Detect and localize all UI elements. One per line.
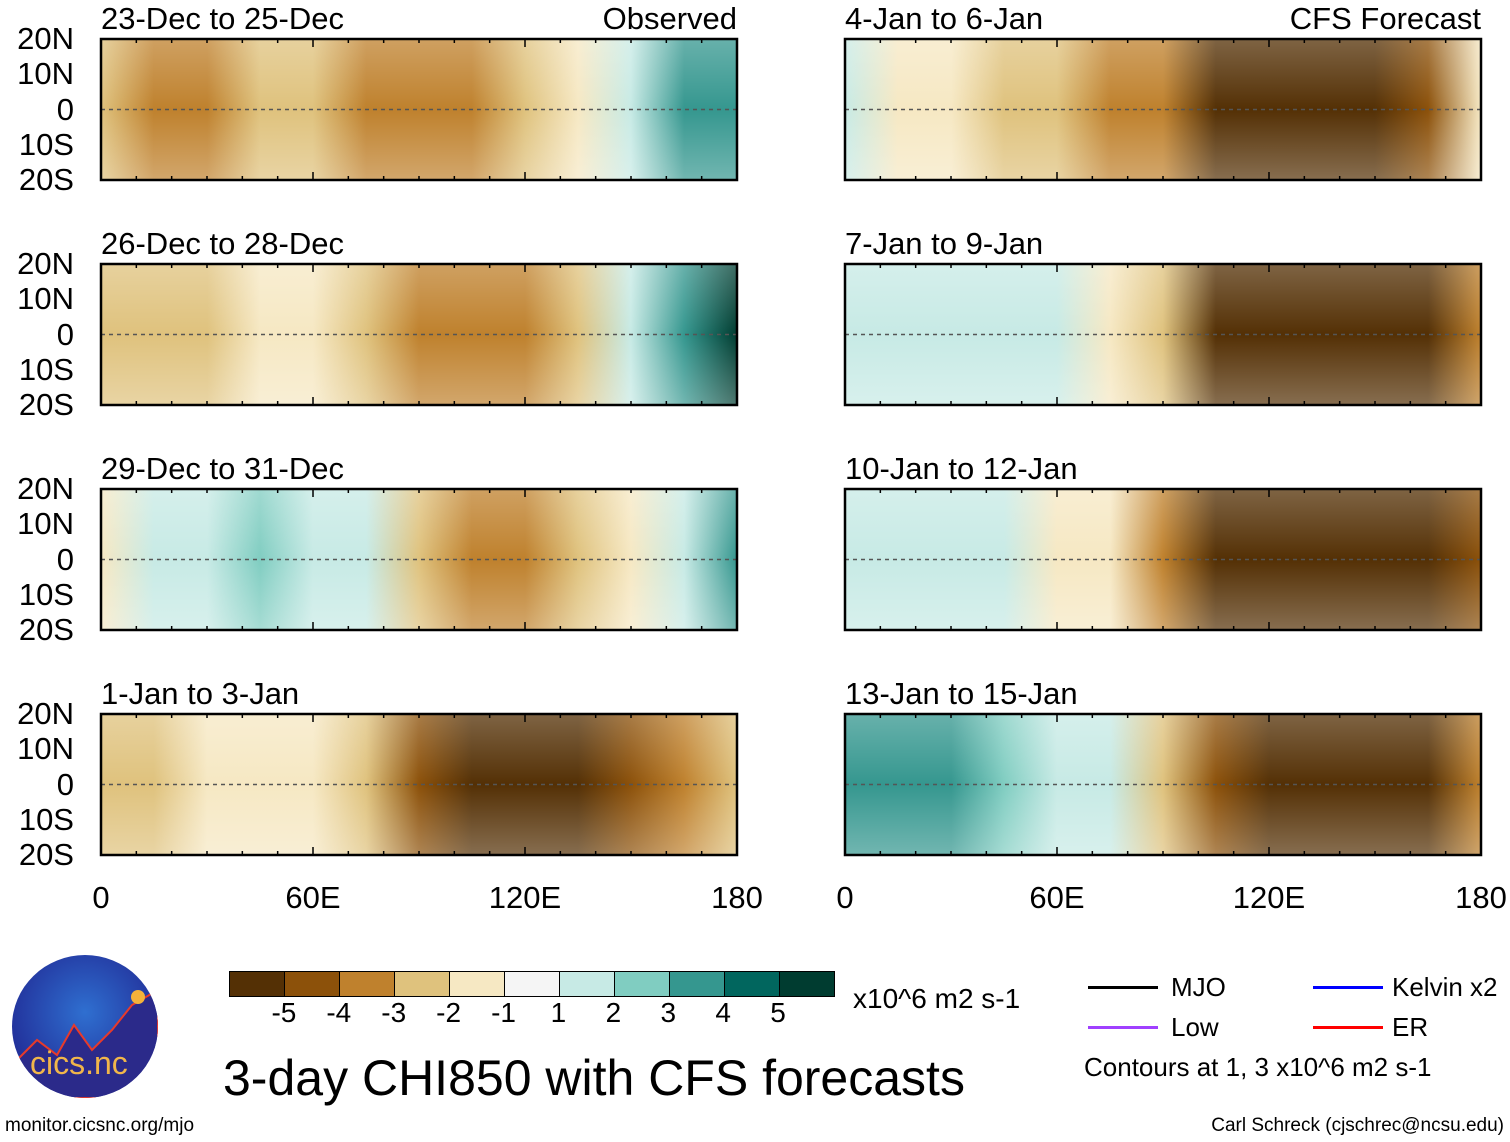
legend-label-er: ER — [1392, 1012, 1429, 1042]
map-panel — [843, 262, 1483, 407]
lat-label: 0 — [56, 316, 74, 352]
colorbar-tick: 4 — [715, 997, 731, 1028]
colorbar-swatch — [504, 972, 559, 996]
colorbar-tick: 3 — [660, 997, 677, 1028]
colorbar-swatch — [724, 972, 779, 996]
lat-label: 10N — [17, 506, 74, 542]
lat-label: 20S — [18, 612, 74, 647]
lon-label: 180 — [1455, 880, 1507, 915]
lon-label: 120E — [1232, 880, 1306, 915]
lon-label: 0 — [92, 880, 110, 915]
lat-label: 10N — [17, 281, 74, 317]
colorbar-tick: -5 — [271, 997, 297, 1028]
colorbar-swatch — [449, 972, 504, 996]
lon-label: 180 — [711, 880, 763, 915]
panel-title: 23-Dec to 25-Dec — [101, 1, 344, 36]
legend-label-kelvin: Kelvin x2 — [1392, 972, 1498, 1002]
lat-label: 0 — [56, 91, 74, 127]
panel-title: 10-Jan to 12-Jan — [845, 451, 1078, 486]
lat-label: 20N — [17, 21, 74, 56]
panel-title: 1-Jan to 3-Jan — [101, 676, 300, 711]
legend-line-er — [1313, 1026, 1383, 1029]
lat-label: 10S — [18, 351, 74, 387]
lat-label: 10S — [18, 576, 74, 612]
map-panel — [843, 712, 1483, 857]
lon-label: 120E — [488, 880, 562, 915]
lon-label: 60E — [1029, 880, 1085, 915]
colorbar-swatch — [614, 972, 669, 996]
lon-label: 0 — [836, 880, 854, 915]
lat-label: 10N — [17, 56, 74, 92]
map-panel — [99, 262, 739, 407]
lat-label: 10N — [17, 731, 74, 767]
map-panel — [99, 487, 739, 632]
figure-title: 3-day CHI850 with CFS forecasts — [223, 1050, 965, 1106]
lat-label: 20N — [17, 471, 74, 506]
lon-label: 60E — [285, 880, 341, 915]
colorbar-swatch — [559, 972, 614, 996]
colorbar-units: x10^6 m2 s-1 — [853, 983, 1021, 1014]
cics-logo: cics.nc — [12, 955, 158, 1098]
lat-label: 20S — [18, 387, 74, 422]
legend-line-kelvin — [1313, 986, 1383, 989]
map-panel — [843, 37, 1483, 182]
panel-title: 13-Jan to 15-Jan — [845, 676, 1078, 711]
panel-title: 4-Jan to 6-Jan — [845, 1, 1044, 36]
colorbar-tick: 1 — [550, 997, 567, 1028]
legend-label-mjo: MJO — [1171, 972, 1226, 1002]
colorbar-tick: 5 — [770, 997, 786, 1028]
colorbar-tick: 2 — [605, 997, 622, 1028]
panel-header-left: Observed — [602, 1, 737, 36]
colorbar-swatch — [284, 972, 339, 996]
footer-credit: Carl Schreck (cjschrec@ncsu.edu) — [1211, 1115, 1504, 1136]
lat-label: 10S — [18, 801, 74, 837]
lat-label: 0 — [56, 766, 74, 802]
colorbar-tick: -1 — [491, 997, 516, 1028]
colorbar-tick: -4 — [326, 997, 352, 1028]
legend-line-low — [1088, 1026, 1158, 1029]
colorbar-swatch — [339, 972, 394, 996]
panel-title: 26-Dec to 28-Dec — [101, 226, 344, 261]
legend-line-mjo — [1088, 986, 1158, 989]
map-panel — [99, 712, 739, 857]
lat-label: 20N — [17, 246, 74, 281]
colorbar-swatch — [394, 972, 449, 996]
panel-title: 29-Dec to 31-Dec — [101, 451, 344, 486]
map-panel — [99, 37, 739, 182]
lat-label: 20S — [18, 162, 74, 197]
footer-url[interactable]: monitor.cicsnc.org/mjo — [5, 1115, 195, 1136]
lat-label: 10S — [18, 126, 74, 162]
colorbar-swatch — [779, 972, 834, 996]
lat-label: 0 — [56, 541, 74, 577]
colorbar — [229, 971, 835, 997]
panel-title: 7-Jan to 9-Jan — [845, 226, 1044, 261]
colorbar-tick: -3 — [381, 997, 407, 1028]
logo-mountains-icon — [12, 988, 158, 1098]
legend-note: Contours at 1, 3 x10^6 m2 s-1 — [1084, 1052, 1432, 1082]
colorbar-tick: -2 — [436, 997, 462, 1028]
lat-label: 20S — [18, 837, 74, 872]
colorbar-swatch — [230, 972, 284, 996]
logo-text: cics.nc — [30, 1045, 128, 1081]
map-panel — [843, 487, 1483, 632]
colorbar-swatch — [669, 972, 724, 996]
panel-header-right: CFS Forecast — [1289, 1, 1481, 36]
legend-label-low: Low — [1171, 1012, 1219, 1042]
lat-label: 20N — [17, 696, 74, 731]
